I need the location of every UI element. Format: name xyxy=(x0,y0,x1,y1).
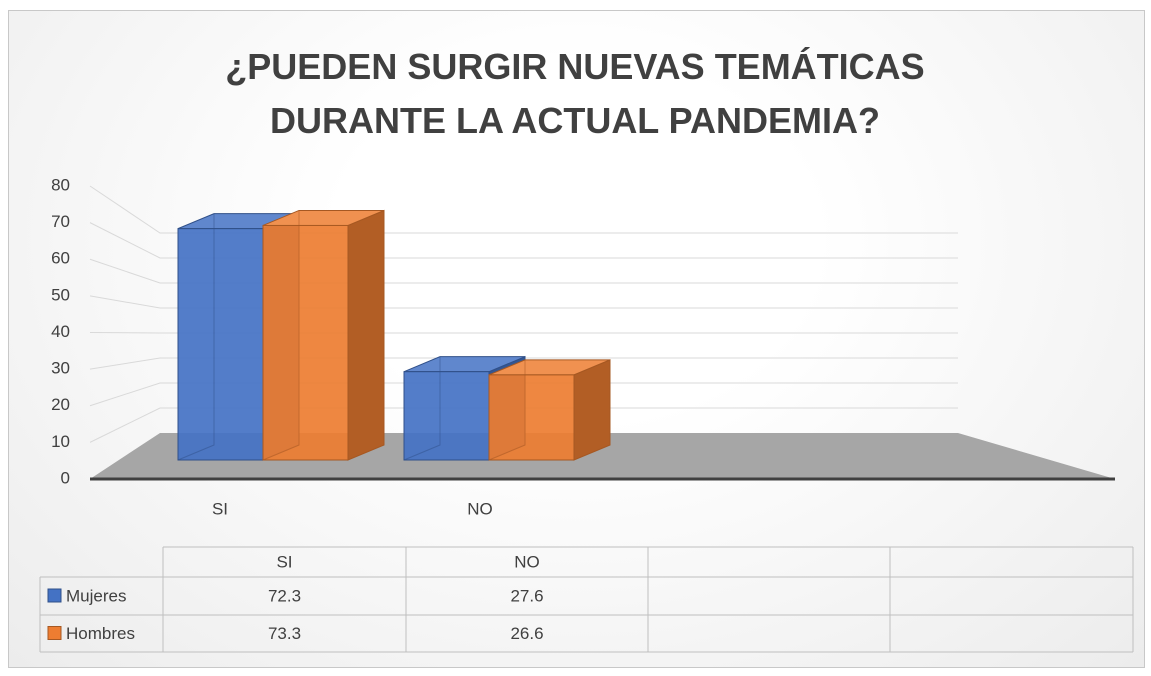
y-tick-label: 20 xyxy=(51,395,70,414)
grid-line xyxy=(89,332,958,334)
y-tick-label: 0 xyxy=(61,468,70,487)
y-tick-label: 40 xyxy=(51,322,70,341)
bar xyxy=(488,359,611,461)
grid-line xyxy=(89,185,958,234)
table-value: 26.6 xyxy=(510,624,543,643)
y-tick-label: 50 xyxy=(51,285,70,304)
y-tick-label: 70 xyxy=(51,212,70,231)
bar-edge xyxy=(262,210,300,461)
table-header: SI xyxy=(276,552,292,571)
y-tick-label: 60 xyxy=(51,249,70,268)
table-value: 73.3 xyxy=(268,624,301,643)
bar-edge xyxy=(488,359,526,461)
legend-label: Mujeres xyxy=(66,586,126,605)
grid-line xyxy=(89,407,958,443)
table-header: NO xyxy=(514,552,540,571)
y-tick-label: 80 xyxy=(51,175,70,194)
bar-edge xyxy=(177,213,215,461)
chart-title: ¿PUEDEN SURGIR NUEVAS TEMÁTICAS DURANTE … xyxy=(225,46,925,141)
grid-line xyxy=(89,357,958,370)
x-tick-label: SI xyxy=(212,499,228,518)
y-tick-label: 30 xyxy=(51,359,70,378)
x-tick-label: NO xyxy=(467,499,493,518)
bar-edge xyxy=(403,356,441,461)
grid-line xyxy=(89,222,958,259)
bar-side xyxy=(347,209,385,461)
table-value: 72.3 xyxy=(268,586,301,605)
legend-label: Hombres xyxy=(66,624,135,643)
bar-front xyxy=(403,371,490,461)
legend-key xyxy=(47,626,62,640)
bar xyxy=(262,209,385,461)
grid-line xyxy=(89,295,958,309)
table-value: 27.6 xyxy=(510,586,543,605)
bar-front xyxy=(177,228,264,461)
bar-side xyxy=(573,359,611,461)
bar-front xyxy=(488,374,575,461)
grid-line xyxy=(89,382,958,407)
bar-front xyxy=(262,224,349,461)
grid-line xyxy=(89,258,958,284)
y-tick-label: 10 xyxy=(51,432,70,451)
legend-key xyxy=(47,588,62,603)
